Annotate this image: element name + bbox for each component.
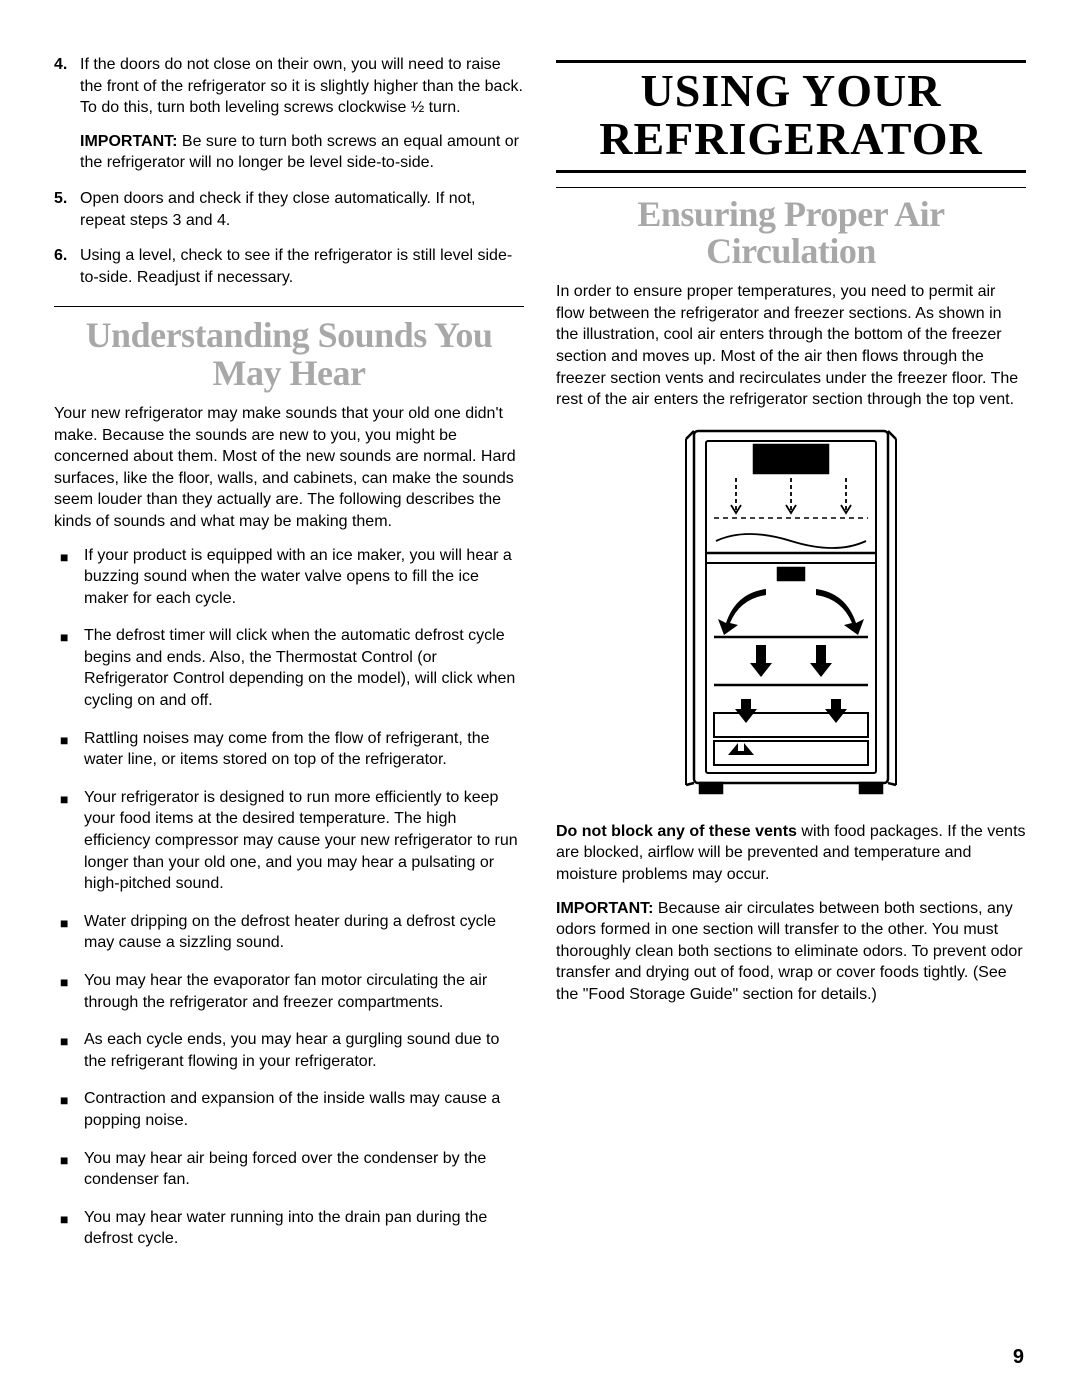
- list-item: ■You may hear water running into the dra…: [54, 1207, 524, 1250]
- sounds-heading: Understanding Sounds You May Hear: [54, 317, 524, 393]
- divider-thick: [556, 170, 1026, 173]
- list-item: ■Your refrigerator is designed to run mo…: [54, 787, 524, 895]
- list-item: ■Water dripping on the defrost heater du…: [54, 911, 524, 954]
- important-label: IMPORTANT:: [80, 133, 177, 150]
- list-item: ■Contraction and expansion of the inside…: [54, 1088, 524, 1131]
- step-text: Using a level, check to see if the refri…: [80, 245, 524, 288]
- left-column: 4. If the doors do not close on their ow…: [54, 54, 524, 1266]
- step-text: Open doors and check if they close autom…: [80, 188, 524, 231]
- air-important: IMPORTANT: Because air circulates betwee…: [556, 898, 1026, 1006]
- divider-thick: [556, 60, 1026, 63]
- right-column: USING YOUR REFRIGERATOR Ensuring Proper …: [556, 54, 1026, 1266]
- sounds-list: ■If your product is equipped with an ice…: [54, 545, 524, 1250]
- warn-bold: Do not block any of these vents: [556, 823, 797, 840]
- sounds-intro: Your new refrigerator may make sounds th…: [54, 403, 524, 533]
- step-5: 5. Open doors and check if they close au…: [54, 188, 524, 231]
- step-number: 4.: [54, 54, 80, 174]
- list-item: ■As each cycle ends, you may hear a gurg…: [54, 1029, 524, 1072]
- air-heading: Ensuring Proper Air Circulation: [556, 196, 1026, 272]
- important-note: IMPORTANT: Be sure to turn both screws a…: [80, 131, 524, 174]
- step-4: 4. If the doors do not close on their ow…: [54, 54, 524, 174]
- page-number: 9: [1013, 1346, 1024, 1369]
- main-title: USING YOUR REFRIGERATOR: [556, 67, 1026, 164]
- list-item: ■You may hear the evaporator fan motor c…: [54, 970, 524, 1013]
- step-6: 6. Using a level, check to see if the re…: [54, 245, 524, 288]
- list-item: ■The defrost timer will click when the a…: [54, 625, 524, 711]
- list-item: ■You may hear air being forced over the …: [54, 1148, 524, 1191]
- step-number: 5.: [54, 188, 80, 231]
- important-label: IMPORTANT:: [556, 900, 653, 917]
- divider: [556, 187, 1026, 188]
- air-intro: In order to ensure proper temperatures, …: [556, 281, 1026, 411]
- fridge-airflow-illustration: [666, 423, 916, 803]
- vent-warning: Do not block any of these vents with foo…: [556, 821, 1026, 886]
- list-item: ■Rattling noises may come from the flow …: [54, 728, 524, 771]
- step-text: If the doors do not close on their own, …: [80, 56, 523, 116]
- step-number: 6.: [54, 245, 80, 288]
- list-item: ■If your product is equipped with an ice…: [54, 545, 524, 610]
- divider: [54, 306, 524, 307]
